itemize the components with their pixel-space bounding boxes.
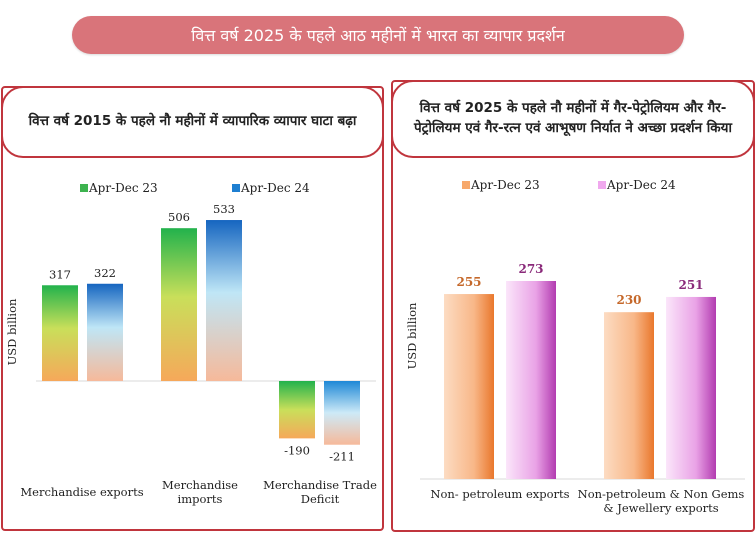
right-bar-value-label: 251 [678,278,703,292]
right-bar [506,280,556,479]
left-bar-value-label: 322 [94,266,116,280]
left-y-axis-label: USD billion [5,298,19,365]
left-bar [161,228,197,381]
left-legend-swatch [232,184,240,192]
left-category-label-part: Merchandise Trade [263,478,377,492]
right-category-label-part: Non-petroleum & Non Gems [578,487,745,501]
right-y-axis-label: USD billion [405,302,419,369]
left-bar-value-label: -190 [284,443,310,457]
left-bar [206,220,242,381]
right-bar [604,312,654,479]
right-bar-value-label: 255 [456,275,481,289]
right-bar-value-label: 230 [616,293,641,307]
left-category-label-part: Deficit [301,492,340,506]
left-category-label: Merchandise exports [20,485,143,499]
right-category-label-part: & Jewellery exports [603,501,718,515]
left-bar-value-label: 533 [213,202,235,216]
right-bar [666,296,716,479]
right-bar-value-label: 273 [518,262,543,276]
left-legend-label: Apr-Dec 24 [240,181,310,195]
left-bar [279,381,315,439]
left-bar-value-label: -211 [329,450,355,464]
left-legend-swatch [80,184,88,192]
right-legend-swatch [598,181,606,189]
right-legend-swatch [462,181,470,189]
left-chart-title: वित्त वर्ष 2015 के पहले नौ महीनों में व्… [1,86,384,158]
left-bar-value-label: 506 [168,210,190,224]
right-bar [444,294,494,479]
left-legend-label: Apr-Dec 23 [88,181,158,195]
right-category-label: Non- petroleum exports [430,487,569,501]
left-bar [324,381,360,445]
page-banner-title: वित्त वर्ष 2025 के पहले आठ महीनों में भा… [72,16,684,54]
right-legend-label: Apr-Dec 23 [470,178,540,192]
right-legend-label: Apr-Dec 24 [606,178,676,192]
left-category-label-part: Merchandise [162,478,238,492]
left-bar [87,283,123,381]
left-category-label-part: imports [178,492,223,506]
left-bar [42,285,78,381]
right-chart-title: वित्त वर्ष 2025 के पहले नौ महीनों में गै… [391,80,755,158]
left-bar-value-label: 317 [49,267,71,281]
